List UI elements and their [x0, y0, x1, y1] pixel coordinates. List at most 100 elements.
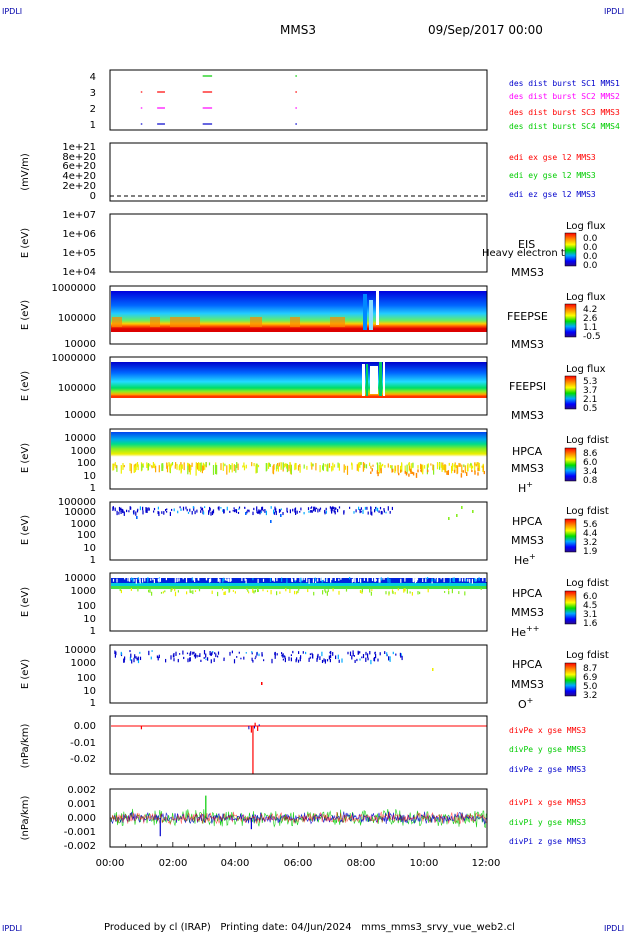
- time-tick-label: 00:00: [96, 858, 125, 869]
- hpca-he2-fleck: [182, 577, 184, 580]
- hpca-he1-count: [245, 512, 247, 515]
- hpca-he1-count: [314, 508, 316, 512]
- hpca-he1-count: [359, 508, 361, 511]
- panel-feepse: E (eV) 10000 100000 1000000 FEEPSE MMS3: [20, 283, 548, 351]
- hpca-he1-count: [337, 508, 339, 513]
- hpca-he2-fleck: [153, 578, 155, 583]
- hpca-h-fleck: [113, 464, 115, 471]
- panel-frame: [109, 285, 488, 345]
- hpca-he1-count: [270, 520, 272, 523]
- hpca-h-fleck: [469, 464, 471, 468]
- hpca-he2-fleck: [312, 578, 314, 583]
- colorbar-value: 3.7: [583, 386, 597, 396]
- hpca-o-count: [195, 653, 197, 657]
- hpca-he2-fleck: [245, 578, 247, 584]
- instrument-label: HPCA: [512, 658, 543, 671]
- hpca-he2-fleck: [229, 577, 231, 582]
- hpca-h-fleck: [405, 471, 408, 476]
- colorbar-value: 0.0: [583, 252, 598, 262]
- hpca-he2-fleck: [219, 578, 221, 583]
- hpca-he2-fleck: [189, 589, 191, 593]
- hpca-h-fleck: [242, 465, 244, 468]
- hpca-h-fleck: [288, 464, 290, 472]
- hpca-o-count: [274, 652, 276, 655]
- hpca-h-fleck: [322, 465, 324, 470]
- hpca-he2-fleck: [228, 588, 230, 593]
- legend-entry: edi ez gse l2 MMS3: [509, 190, 596, 199]
- hpca-he2-fleck: [451, 589, 453, 594]
- hpca-h-fleck: [245, 464, 247, 469]
- tick-label: 10000: [64, 573, 96, 584]
- hpca-he1-count: [448, 517, 450, 520]
- hpca-h-fleck: [464, 465, 466, 474]
- feepsi-gap: [379, 362, 382, 396]
- panel-frame: [109, 501, 488, 561]
- hpca-h-fleck: [443, 464, 445, 471]
- axis-label: E (eV): [20, 587, 31, 617]
- tick-label: 1000: [71, 658, 96, 669]
- hpca-he1-count: [265, 510, 267, 516]
- colorbar-value: 6.9: [583, 673, 598, 683]
- hpca-he1-count: [338, 506, 341, 509]
- feepse-patch: [290, 317, 300, 327]
- hpca-he1-count: [300, 507, 302, 511]
- axis-label: E (eV): [20, 515, 31, 545]
- hpca-h-fleck: [426, 464, 428, 475]
- hpca-h-fleck: [360, 462, 362, 465]
- hpca-he2-fleck: [453, 577, 455, 583]
- hpca-he2-fleck: [135, 578, 137, 584]
- hpca-he1-count: [133, 510, 135, 515]
- hpca-he2-fleck: [464, 591, 466, 596]
- hpca-o-count: [323, 658, 325, 662]
- hpca-o-count: [295, 658, 297, 663]
- hpca-o-count: [223, 658, 225, 662]
- hpca-o-count: [114, 650, 116, 655]
- species-charge: +: [529, 552, 536, 561]
- hpca-he1-count: [177, 510, 179, 514]
- panel-hpca-he2: E (eV) 1 10 100 1000 10000 HPCA MMS3 He+…: [20, 572, 544, 639]
- hpca-h-fleck: [257, 464, 260, 468]
- hpca-he2-band-cyan: [111, 583, 487, 586]
- hpca-o-count: [335, 655, 337, 660]
- hpca-he1-count: [371, 511, 373, 516]
- hpca-he2-fleck: [307, 589, 309, 593]
- hpca-h-fleck: [286, 463, 288, 469]
- divpi-x-trace: [110, 811, 487, 826]
- hpca-he2-fleck: [272, 577, 274, 581]
- hpca-he1-count: [212, 509, 215, 514]
- spacecraft-label: MMS3: [511, 462, 544, 475]
- instrument-label: FEEPSE: [507, 310, 548, 323]
- hpca-h-fleck: [315, 462, 317, 471]
- hpca-he1-count: [139, 506, 141, 511]
- legend-entry: des dist burst SC3 MMS3: [509, 108, 620, 117]
- hpca-h-fleck: [370, 465, 372, 469]
- hpca-o-count: [258, 653, 260, 657]
- hpca-o-count: [274, 654, 276, 659]
- axis-label: (mV/m): [20, 153, 31, 191]
- hpca-o-count: [190, 651, 192, 655]
- hpca-he1-count: [222, 509, 224, 512]
- colorbar-value: 6.0: [583, 458, 598, 468]
- hpca-o-count: [292, 650, 294, 654]
- hpca-he2-fleck: [416, 578, 419, 581]
- hpca-he2-fleck: [230, 578, 232, 582]
- feepsi-gap: [383, 362, 385, 396]
- hpca-h-fleck: [276, 464, 278, 470]
- colorbar-gradient: [564, 447, 577, 482]
- hpca-h-fleck: [376, 470, 379, 474]
- tick-label: 0.00: [74, 721, 96, 732]
- tick-label: 2: [90, 104, 96, 115]
- hpca-he2-fleck: [174, 588, 176, 592]
- hpca-o-count: [282, 653, 284, 658]
- hpca-h-fleck: [401, 463, 403, 472]
- hpca-he2-fleck: [147, 577, 149, 581]
- hpca-he2-fleck: [194, 578, 196, 583]
- hpca-he2-fleck: [133, 578, 135, 582]
- spacecraft-label: MMS3: [511, 266, 544, 279]
- hpca-he2-fleck: [374, 577, 376, 582]
- hpca-he1-count: [387, 506, 389, 511]
- hpca-he2-fleck: [299, 577, 301, 583]
- hpca-o-count: [282, 653, 284, 655]
- hpca-h-fleck: [161, 464, 163, 469]
- hpca-he1-count: [257, 511, 259, 514]
